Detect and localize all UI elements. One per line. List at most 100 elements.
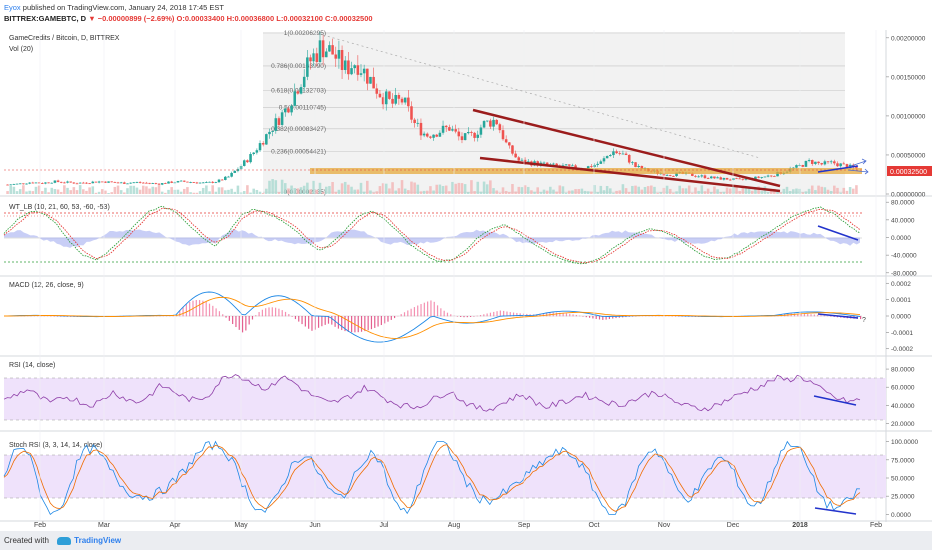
- macd-histogram-bar: [222, 314, 224, 317]
- volume-bar: [113, 186, 117, 194]
- macd-histogram-bar: [817, 314, 819, 317]
- tradingview-brand[interactable]: TradingView: [74, 536, 122, 545]
- volume-bar: [9, 185, 13, 194]
- candle-body: [290, 105, 293, 113]
- volume-bar: [160, 191, 164, 194]
- candle-body: [397, 95, 401, 99]
- volume-bar: [72, 187, 76, 194]
- volume-bar: [839, 192, 842, 194]
- candle-body: [413, 119, 416, 124]
- volume-bar: [381, 183, 385, 194]
- volume-bar: [716, 189, 719, 194]
- volume-bar: [751, 190, 754, 194]
- volume-bar: [205, 185, 208, 194]
- chart-canvas[interactable]: 1(0.00206295) 0.786(0.00163990) 0.618(0.00…: [0, 0, 932, 531]
- macd-histogram-bar: [595, 316, 597, 319]
- candle-body: [508, 142, 511, 146]
- macd-histogram-bar: [390, 316, 392, 320]
- candle-body: [432, 134, 435, 138]
- candle-body: [514, 153, 517, 158]
- macd-histogram-bar: [807, 313, 809, 317]
- volume-bar: [176, 189, 180, 194]
- macd-question-mark: ?: [862, 317, 866, 324]
- macd-trend-line-blue[interactable]: [817, 313, 859, 319]
- macd-histogram-bar: [489, 312, 492, 317]
- candle-body: [429, 136, 432, 138]
- volume-bar: [97, 191, 101, 194]
- macd-histogram-bar: [618, 316, 620, 318]
- macd-histogram-bar: [182, 306, 184, 317]
- macd-histogram-bar: [681, 316, 683, 317]
- candle-body: [135, 182, 139, 183]
- volume-bar: [353, 189, 356, 194]
- macd-histogram-bar: [301, 316, 303, 325]
- macd-histogram-bar: [612, 316, 614, 319]
- x-tick-label: Aug: [448, 522, 461, 529]
- macd-pane[interactable]: MACD (12, 26, close, 9) ?: [3, 282, 866, 343]
- high-value: H:0.00036800: [226, 14, 275, 23]
- candle-body: [624, 153, 628, 155]
- rsi-line: [3, 374, 861, 412]
- price-pane[interactable]: 1(0.00206295) 0.786(0.00163990) 0.618(0.00…: [4, 30, 869, 196]
- macd-histogram-bar: [215, 308, 217, 317]
- x-tick-label: Feb: [34, 522, 46, 529]
- macd-histogram-bar: [403, 312, 406, 317]
- candle-body: [593, 164, 596, 168]
- stoch-trend-line-blue[interactable]: [814, 507, 857, 515]
- volume-bar: [691, 192, 694, 194]
- wt1-line: [3, 205, 861, 265]
- candle-body: [457, 131, 461, 137]
- stoch-rsi-pane[interactable]: Stoch RSI (3, 3, 14, 14, close): [3, 440, 886, 516]
- rsi-tick-label: 20.0000: [891, 421, 915, 428]
- macd-histogram-bar: [344, 316, 346, 332]
- macd-histogram-bar: [476, 315, 478, 317]
- wedge-lower-line[interactable]: [479, 156, 781, 193]
- macd-histogram-bar: [284, 311, 287, 317]
- volume-bar: [236, 185, 240, 194]
- macd-histogram-bar: [585, 316, 587, 318]
- price-trend-line-blue[interactable]: [817, 165, 859, 173]
- volume-bar: [126, 188, 129, 194]
- wt-trend-line-blue[interactable]: [817, 225, 859, 241]
- macd-histogram-bar: [248, 316, 250, 325]
- candle-body: [801, 165, 805, 167]
- candle-body: [325, 51, 328, 58]
- volume-bar: [135, 187, 139, 194]
- author-name[interactable]: Eyox: [4, 3, 21, 12]
- macd-histogram-bar: [605, 316, 607, 320]
- price-tick-label: 0.00000000: [891, 192, 926, 199]
- candle-body: [403, 97, 407, 103]
- candle-body: [287, 108, 290, 113]
- macd-histogram-bar: [291, 316, 293, 317]
- candle-body: [435, 134, 439, 137]
- volume-bar: [810, 185, 814, 194]
- volume-bar: [388, 188, 391, 194]
- volume-bar: [47, 192, 50, 194]
- macd-histogram-bar: [288, 314, 290, 317]
- candle-body: [145, 182, 148, 184]
- candle-body: [211, 181, 214, 183]
- candle-body: [826, 161, 830, 163]
- wt-lb-pane[interactable]: WT_LB (10, 21, 60, 53, -60, -53): [3, 204, 862, 265]
- volume-bar: [542, 189, 546, 194]
- macd-histogram-bar: [271, 307, 273, 317]
- candle-body: [836, 163, 839, 167]
- footer-bar: Created with TradingView: [0, 531, 932, 550]
- rsi-pane[interactable]: RSI (14, close): [3, 362, 886, 421]
- stoch-tick-label: 100.0000: [891, 439, 918, 446]
- volume-bar: [192, 192, 196, 194]
- candle-body: [732, 178, 735, 180]
- candle-body: [609, 155, 612, 157]
- volume-bar: [82, 189, 85, 194]
- candle-body: [78, 182, 82, 184]
- macd-tick-label: 0.0001: [891, 297, 911, 304]
- volume-bar: [44, 187, 47, 194]
- volume-bar: [820, 186, 823, 194]
- candle-body: [148, 182, 151, 184]
- macd-histogram-bar: [185, 304, 187, 317]
- volume-bar: [678, 185, 681, 194]
- volume-bar: [123, 192, 126, 194]
- candle-body: [709, 176, 713, 179]
- rsi-trend-line-blue[interactable]: [813, 395, 857, 406]
- volume-bar: [621, 184, 625, 194]
